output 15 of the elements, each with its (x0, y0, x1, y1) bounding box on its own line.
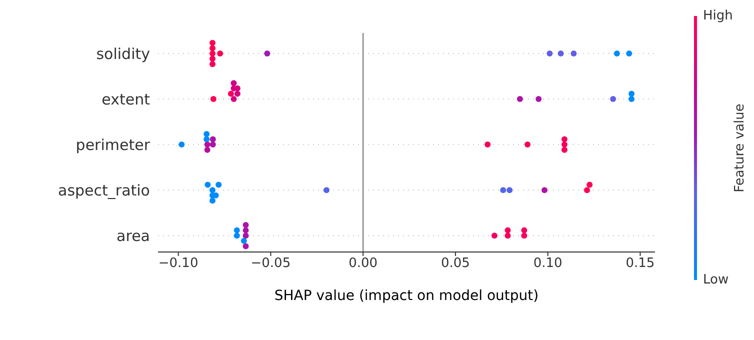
x-axis-title: SHAP value (impact on model output) (274, 288, 539, 304)
text: Low (703, 272, 729, 288)
x-tick-label: −0.10 (158, 256, 198, 272)
color-bar-title: Feature value (732, 104, 748, 192)
y-tick-label: area (116, 226, 150, 245)
x-tick-label: −0.05 (250, 256, 291, 272)
y-tick-label: aspect_ratio (58, 181, 150, 200)
x-tick-label: 0.05 (440, 256, 470, 272)
y-tick-label: perimeter (76, 136, 151, 154)
text: High (703, 8, 733, 24)
x-tick-label: 0.15 (626, 256, 655, 272)
y-tick-label: extent (102, 90, 150, 108)
x-tick-label: 0.00 (348, 256, 378, 272)
x-tick-label: 0.10 (533, 256, 562, 272)
y-tick-label: solidity (96, 44, 150, 63)
